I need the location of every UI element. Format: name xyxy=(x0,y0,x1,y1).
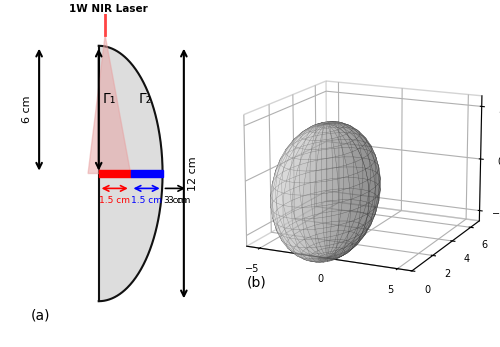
Text: 1.5 cm: 1.5 cm xyxy=(99,196,130,205)
Polygon shape xyxy=(130,170,162,177)
Text: (a): (a) xyxy=(30,308,50,322)
Text: 6 cm: 6 cm xyxy=(22,96,32,124)
Text: 3 cm: 3 cm xyxy=(164,196,186,205)
Polygon shape xyxy=(88,35,130,174)
Text: Γ₂: Γ₂ xyxy=(139,92,152,106)
Text: (b): (b) xyxy=(247,275,267,289)
Polygon shape xyxy=(98,170,130,177)
Polygon shape xyxy=(98,46,162,301)
Text: 1.5 cm: 1.5 cm xyxy=(131,196,162,205)
Text: 3 cm: 3 cm xyxy=(168,196,191,205)
Text: Γ₁: Γ₁ xyxy=(102,92,116,106)
Text: 1W NIR Laser: 1W NIR Laser xyxy=(69,4,148,14)
Text: 12 cm: 12 cm xyxy=(188,156,198,191)
